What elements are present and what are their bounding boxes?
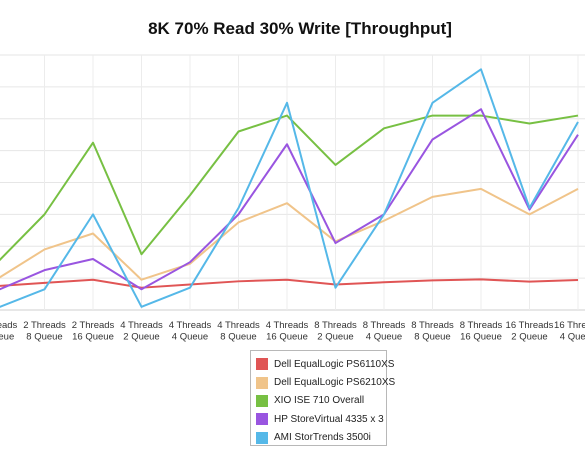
x-tick-label: 4 Threads 16 Queue bbox=[266, 320, 309, 343]
x-tick-label: 4 Threads 2 Queue bbox=[120, 320, 163, 343]
legend-item: Dell EqualLogic PS6110XS bbox=[256, 355, 394, 373]
series-line-dell-equallogic-ps6110xs bbox=[0, 278, 579, 289]
legend: Dell EqualLogic PS6110XS Dell EqualLogic … bbox=[250, 350, 395, 447]
x-tick-label: 8 Threads 2 Queue bbox=[314, 320, 357, 343]
legend-item: XIO ISE 710 Overall bbox=[256, 392, 386, 410]
x-tick-label: 4 Threads 8 Queue bbox=[217, 320, 260, 343]
legend-swatch bbox=[256, 358, 268, 371]
x-tick-label: 2 Threads 8 Queue bbox=[23, 320, 66, 343]
legend-label: XIO ISE 710 Overall bbox=[274, 395, 365, 407]
legend-label: AMI StorTrends 3500i bbox=[274, 432, 371, 444]
legend-swatch bbox=[256, 431, 268, 444]
legend-swatch bbox=[256, 394, 268, 407]
x-tick-label: 16 Threads 2 Queue bbox=[506, 320, 554, 343]
x-tick-label: 8 Threads 8 Queue bbox=[411, 320, 454, 343]
x-tick-label: 8 Threads 16 Queue bbox=[460, 320, 503, 343]
series-line-dell-equallogic-ps6210xs bbox=[0, 187, 579, 281]
series-line-xio-ise-710-overall bbox=[0, 114, 579, 262]
legend-item: AMI StorTrends 3500i bbox=[256, 429, 386, 447]
series-lines bbox=[0, 68, 579, 308]
x-tick-label: 2 Threads 16 Queue bbox=[72, 320, 115, 343]
legend-swatch bbox=[256, 413, 268, 426]
x-tick-label: 8 Threads 4 Queue bbox=[363, 320, 406, 343]
legend-swatch bbox=[256, 376, 268, 389]
legend-item: HP StoreVirtual 4335 x 3 bbox=[256, 410, 386, 428]
gridlines bbox=[0, 54, 585, 311]
chart-title: 8K 70% Read 30% Write [Throughput] bbox=[148, 19, 452, 38]
series-line-ami-stortrends-3500i bbox=[0, 68, 579, 308]
series-line-hp-storevirtual-4335-x-3 bbox=[0, 108, 579, 291]
legend-label: Dell EqualLogic PS6210XS bbox=[274, 377, 396, 389]
legend-item: Dell EqualLogic PS6210XS bbox=[256, 373, 395, 391]
x-tick-label: 4 Threads 4 Queue bbox=[169, 320, 212, 343]
legend-label: HP StoreVirtual 4335 x 3 bbox=[274, 413, 384, 425]
legend-label: Dell EqualLogic PS6110XS bbox=[274, 358, 395, 370]
